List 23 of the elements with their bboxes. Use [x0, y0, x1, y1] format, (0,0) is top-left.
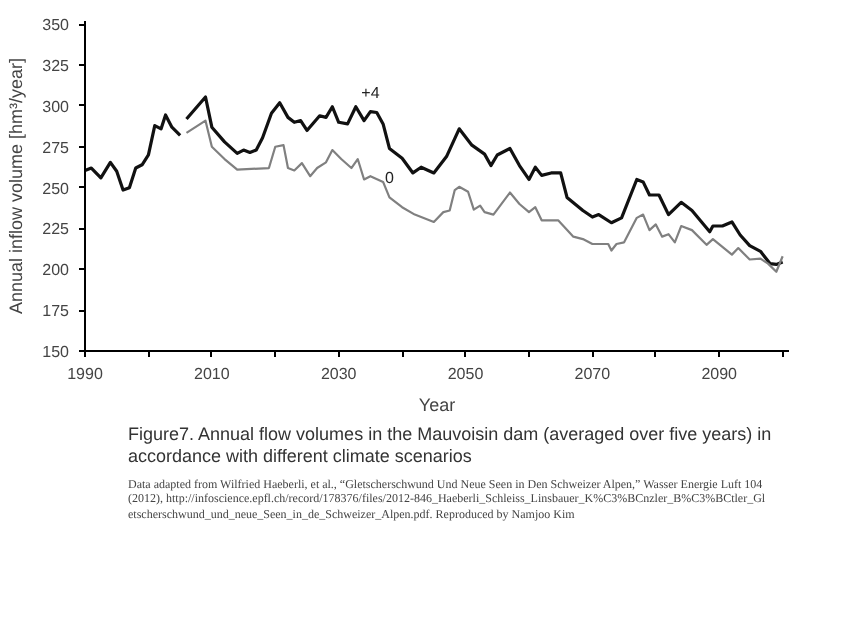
series-label: +4: [361, 83, 381, 102]
y-tick-label: 225: [42, 220, 71, 239]
x-tick-label: 2090: [701, 365, 739, 383]
y-axis-title: Annual inflow volume [hm³/year]: [6, 57, 27, 315]
text: Figure7. Annual flow volumes in the Mauvoisin dam (averaged over five years) in accordance with different climate scenarios: [128, 424, 774, 468]
y-tick-label: 325: [42, 57, 71, 76]
x-tick-label: 1990: [67, 365, 104, 383]
y-tick-label: 250: [42, 179, 71, 198]
line-series: [184, 95, 785, 267]
x-axis-title: Year: [418, 395, 456, 415]
y-tick-label: 175: [42, 302, 71, 321]
y-tick-label: 150: [42, 343, 71, 361]
x-tick-label: 2030: [320, 365, 358, 383]
line-series: [85, 113, 182, 192]
x-tick-label: 2010: [194, 365, 231, 383]
x-tick-label: 2070: [574, 365, 612, 383]
x-tick-label: 2050: [447, 365, 485, 383]
series-label: 0: [384, 169, 395, 188]
y-tick-label: 350: [42, 16, 71, 35]
y-tick-label: 300: [42, 97, 71, 116]
y-tick-label: 200: [42, 261, 71, 280]
line-series: [185, 119, 784, 273]
y-tick-label: 275: [42, 138, 71, 157]
